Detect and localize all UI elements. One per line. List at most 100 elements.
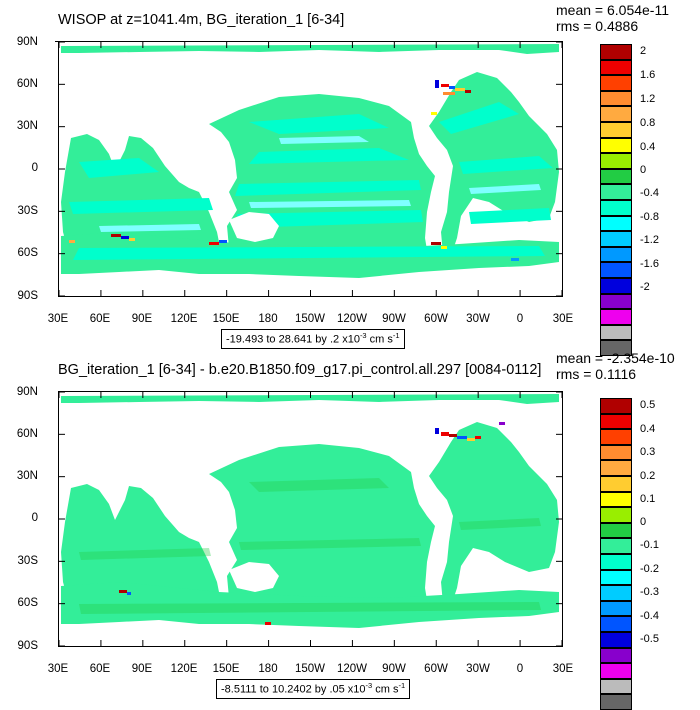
colorbar-swatch — [600, 694, 632, 710]
colorbar-swatch — [600, 444, 632, 461]
cyan-bands — [69, 102, 553, 260]
colorbar-label: -0.5 — [640, 633, 659, 645]
colorbar-label: -1.2 — [640, 234, 659, 246]
colorbar-swatch — [600, 413, 632, 430]
colorbar-swatch — [600, 59, 632, 76]
colorbar-swatch — [600, 199, 632, 216]
australia-land — [229, 562, 279, 592]
panel-1: WISOP at z=1041.4m, BG_iteration_1 [6-34… — [0, 0, 700, 356]
lon-label: 0 — [516, 313, 524, 325]
range-exponent: -3 — [359, 331, 367, 340]
colorbar-label: 1.2 — [640, 93, 656, 105]
lon-label: 180 — [258, 663, 278, 675]
light-cyan-bands — [99, 136, 541, 232]
colorbar-swatch — [600, 262, 632, 278]
colorbar-swatch — [600, 324, 632, 341]
lat-label: 30S — [17, 555, 38, 567]
colorbar-swatch — [600, 75, 632, 91]
lon-label: 0 — [516, 663, 524, 675]
colorbar-label: -0.1 — [640, 539, 659, 551]
lon-label: 120E — [170, 663, 198, 675]
lon-label: 60W — [424, 663, 448, 675]
lon-label: 30E — [552, 663, 574, 675]
colorbar-swatch — [600, 44, 632, 60]
lon-label: 150E — [212, 663, 240, 675]
lon-label: 90E — [131, 313, 153, 325]
lat-label: 60N — [16, 428, 38, 440]
lat-label: 60S — [17, 247, 38, 259]
colorbar-swatch — [600, 460, 632, 476]
ocean-field-map — [59, 392, 562, 646]
range-unit-exponent: -1 — [392, 331, 400, 340]
colorbar-swatch — [600, 153, 632, 169]
axis-ticks — [59, 42, 562, 296]
lat-label: 90S — [17, 290, 38, 302]
anomaly-hotspots — [119, 422, 505, 625]
lon-label: 60E — [89, 663, 111, 675]
colorbar-label: 0.4 — [640, 141, 656, 153]
colorbar-swatch — [600, 647, 632, 664]
lat-label: 90N — [16, 386, 38, 398]
colorbar-label: 2 — [640, 45, 647, 57]
colorbar-label: 0 — [640, 164, 647, 176]
colorbar-swatch — [600, 678, 632, 695]
colorbar-label: 0.1 — [640, 493, 656, 505]
lon-label: 120W — [336, 313, 368, 325]
lon-label: 30E — [47, 313, 69, 325]
lat-label: 90S — [17, 640, 38, 652]
colorbar-swatch — [600, 631, 632, 648]
range-text: -8.5111 to 10.2402 by .05 x10 — [221, 683, 366, 696]
mean-value: mean = 6.054e-11 — [556, 2, 669, 18]
lon-label: 120W — [336, 663, 368, 675]
lon-label: 180 — [258, 313, 278, 325]
lat-label: 30S — [17, 205, 38, 217]
lat-label: 60N — [16, 78, 38, 90]
colorbar-label: 0.8 — [640, 117, 656, 129]
lat-label: 90N — [16, 36, 38, 48]
lon-label: 150W — [294, 313, 326, 325]
colorbar-swatch — [600, 663, 632, 679]
colorbar-swatch — [600, 553, 632, 570]
lat-label: 0 — [31, 162, 38, 174]
lon-label: 90W — [382, 313, 406, 325]
tick — [55, 41, 58, 42]
lat-label: 0 — [31, 512, 38, 524]
colorbar-swatch — [600, 538, 632, 554]
anomaly-hotspots — [69, 80, 519, 261]
colorbar-label: -0.8 — [640, 211, 659, 223]
mean-value: mean = -2.354e-10 — [556, 350, 675, 366]
colorbar — [600, 44, 632, 356]
range-exponent: -3 — [365, 681, 373, 690]
colorbar — [600, 398, 632, 710]
colorbar-label: -0.4 — [640, 187, 659, 199]
colorbar-swatch — [600, 585, 632, 601]
stats-block: mean = 6.054e-11 rms = 0.4886 — [556, 2, 669, 34]
lat-label: 60S — [17, 597, 38, 609]
colorbar-swatch — [600, 106, 632, 122]
colorbar-label: 0.5 — [640, 399, 656, 411]
map-frame — [58, 391, 563, 647]
colorbar-swatch — [600, 475, 632, 492]
indian-ocean — [61, 484, 221, 606]
colorbar-swatch — [600, 600, 632, 617]
colorbar-label: 0.4 — [640, 423, 656, 435]
arctic-ocean — [61, 44, 559, 54]
lat-label: 30N — [16, 470, 38, 482]
colorbar-swatch — [600, 616, 632, 632]
colorbar-swatch — [600, 90, 632, 107]
panel-title: WISOP at z=1041.4m, BG_iteration_1 [6-34… — [58, 12, 345, 28]
lon-label: 120E — [170, 313, 198, 325]
range-unit: cm s — [372, 683, 399, 696]
ocean-field-map — [59, 42, 562, 296]
colorbar-swatch — [600, 569, 632, 586]
colorbar-swatch — [600, 491, 632, 508]
colorbar-swatch — [600, 168, 632, 185]
colorbar-label: -0.3 — [640, 586, 659, 598]
colorbar-swatch — [600, 522, 632, 539]
contour-range-box: -19.493 to 28.641 by .2 x10-3 cm s-1 — [221, 329, 405, 349]
colorbar-swatch — [600, 507, 632, 523]
southern-ocean — [61, 582, 559, 628]
colorbar-swatch — [600, 309, 632, 325]
colorbar-label: -1.6 — [640, 258, 659, 270]
colorbar-label: -0.4 — [640, 610, 659, 622]
